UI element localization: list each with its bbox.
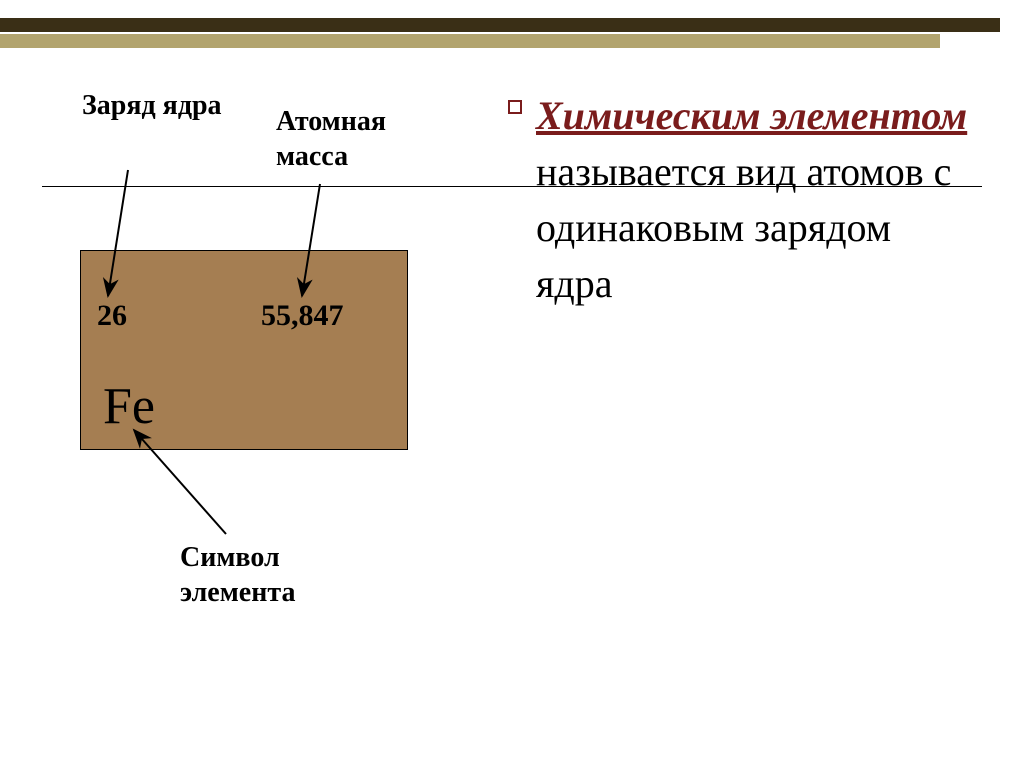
definition-term: Химическим элементом xyxy=(536,93,967,138)
arrow-symbol-line xyxy=(134,430,226,534)
bullet-icon xyxy=(508,100,522,114)
definition-rest: называется вид атомов с одинаковым заряд… xyxy=(536,149,951,306)
definition-text: Химическим элементом называется вид атом… xyxy=(536,88,976,312)
